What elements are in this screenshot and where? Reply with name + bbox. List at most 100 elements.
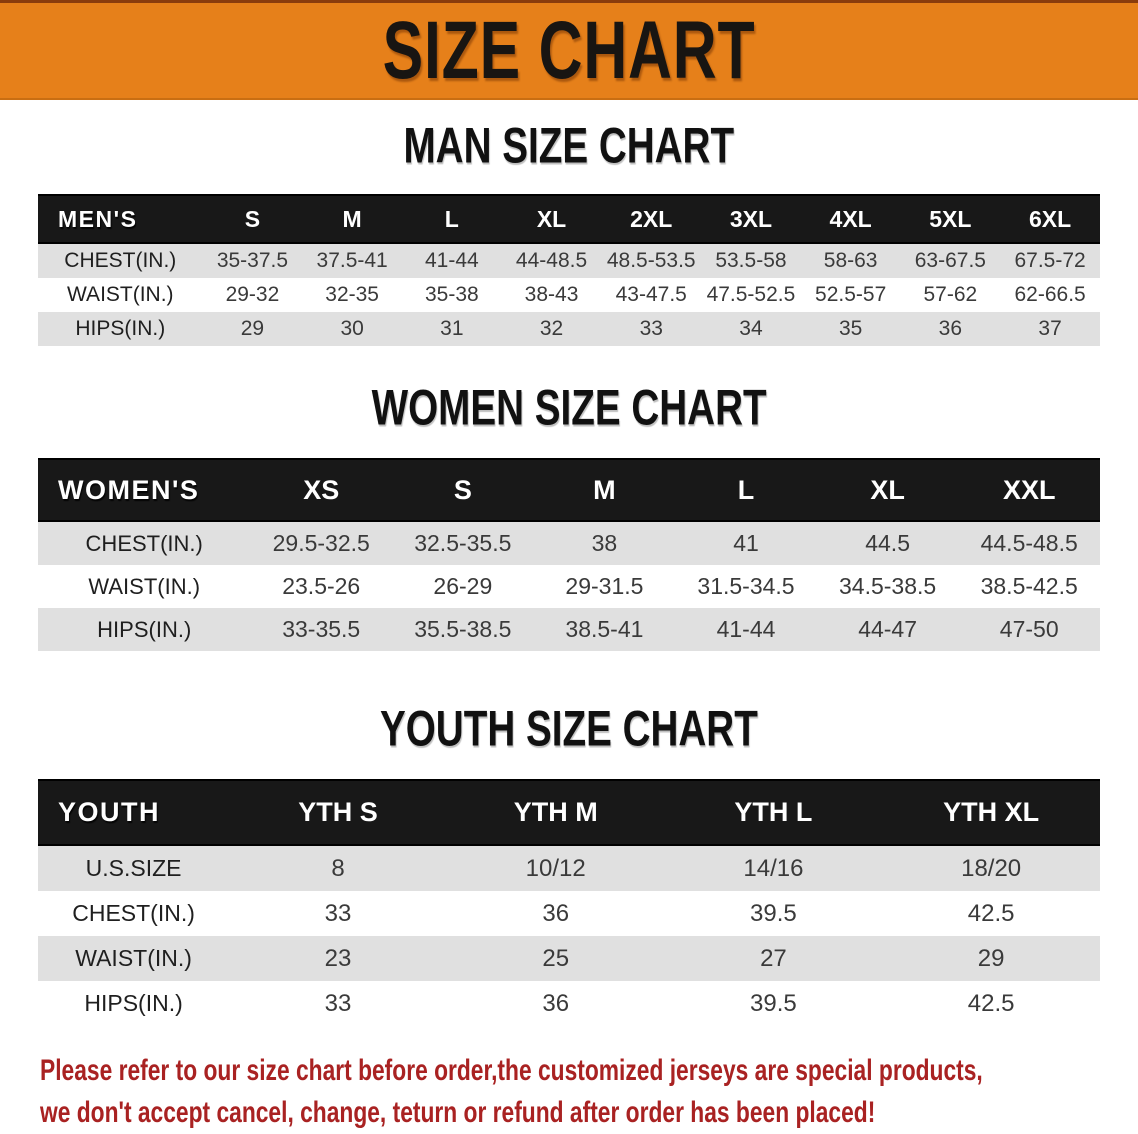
table-cell: 47-50 [958, 608, 1100, 651]
men-size-table: MEN'S S M L XL 2XL 3XL 4XL 5XL 6XL CHEST… [38, 194, 1100, 346]
table-cell: 23.5-26 [250, 565, 393, 608]
youth-ussize-row: U.S.SIZE 8 10/12 14/16 18/20 [38, 845, 1100, 891]
table-cell: 25 [446, 936, 665, 981]
table-cell: 35 [800, 312, 901, 346]
table-cell: 31.5-34.5 [675, 565, 817, 608]
table-cell: 35-37.5 [202, 243, 303, 278]
row-label: HIPS(IN.) [38, 608, 251, 651]
men-col-header: 5XL [900, 194, 1001, 244]
table-cell: 44.5 [816, 521, 959, 565]
men-waist-row: WAIST(IN.) 29-32 32-35 35-38 38-43 43-47… [38, 278, 1100, 312]
table-cell: 29-32 [202, 278, 303, 312]
table-cell: 36 [446, 981, 665, 1026]
youth-col-header: YTH M [446, 779, 665, 846]
youth-col-header: YTH XL [882, 779, 1100, 846]
men-chest-row: CHEST(IN.) 35-37.5 37.5-41 41-44 44-48.5… [38, 243, 1100, 278]
table-cell: 37.5-41 [302, 243, 402, 278]
table-cell: 44.5-48.5 [958, 521, 1100, 565]
table-cell: 38-43 [501, 278, 602, 312]
table-cell: 44-48.5 [501, 243, 602, 278]
table-cell: 38.5-41 [533, 608, 676, 651]
table-cell: 38.5-42.5 [958, 565, 1100, 608]
table-cell: 48.5-53.5 [601, 243, 702, 278]
table-cell: 37 [1000, 312, 1100, 346]
youth-header-row: YOUTH YTH S YTH M YTH L YTH XL [38, 779, 1100, 846]
table-cell: 44-47 [816, 608, 959, 651]
order-disclaimer: Please refer to our size chart before or… [40, 1050, 1138, 1134]
table-cell: 33 [229, 891, 447, 936]
row-label: WAIST(IN.) [38, 278, 203, 312]
table-cell: 57-62 [900, 278, 1001, 312]
women-col-header: XXL [958, 458, 1100, 522]
men-corner-label: MEN'S [38, 194, 203, 244]
table-cell: 33-35.5 [250, 608, 393, 651]
man-heading-text: MAN SIZE CHART [403, 116, 735, 174]
men-col-header: S [202, 194, 303, 244]
row-label: CHEST(IN.) [38, 521, 251, 565]
table-cell: 43-47.5 [601, 278, 702, 312]
table-cell: 10/12 [446, 845, 665, 891]
table-cell: 8 [229, 845, 447, 891]
men-header-row: MEN'S S M L XL 2XL 3XL 4XL 5XL 6XL [38, 194, 1100, 244]
women-col-header: M [533, 458, 676, 522]
table-cell: 18/20 [882, 845, 1100, 891]
row-label: WAIST(IN.) [38, 936, 230, 981]
men-col-header: 6XL [1000, 194, 1100, 244]
table-cell: 29-31.5 [533, 565, 676, 608]
banner-title: SIZE CHART [382, 4, 756, 96]
table-cell: 29.5-32.5 [250, 521, 393, 565]
table-cell: 31 [401, 312, 502, 346]
row-label: HIPS(IN.) [38, 312, 203, 346]
men-hips-row: HIPS(IN.) 29 30 31 32 33 34 35 36 37 [38, 312, 1100, 346]
women-chest-row: CHEST(IN.) 29.5-32.5 32.5-35.5 38 41 44.… [38, 521, 1100, 565]
table-cell: 27 [664, 936, 883, 981]
youth-size-table: YOUTH YTH S YTH M YTH L YTH XL U.S.SIZE … [38, 779, 1100, 1026]
table-cell: 29 [882, 936, 1100, 981]
size-chart-banner: SIZE CHART [0, 0, 1138, 100]
table-cell: 32-35 [302, 278, 402, 312]
women-header-row: WOMEN'S XS S M L XL XXL [38, 458, 1100, 522]
women-heading-text: WOMEN SIZE CHART [371, 378, 767, 436]
youth-chest-row: CHEST(IN.) 33 36 39.5 42.5 [38, 891, 1100, 936]
table-cell: 47.5-52.5 [701, 278, 801, 312]
table-cell: 36 [900, 312, 1001, 346]
women-col-header: XS [250, 458, 393, 522]
table-cell: 63-67.5 [900, 243, 1001, 278]
table-cell: 41 [675, 521, 817, 565]
youth-heading-text: YOUTH SIZE CHART [380, 699, 758, 757]
youth-col-header: YTH S [229, 779, 447, 846]
women-corner-label: WOMEN'S [38, 458, 251, 522]
men-col-header: 3XL [701, 194, 801, 244]
table-cell: 32.5-35.5 [392, 521, 534, 565]
youth-corner-label: YOUTH [38, 779, 230, 846]
row-label: CHEST(IN.) [38, 891, 230, 936]
row-label: CHEST(IN.) [38, 243, 203, 278]
women-col-header: XL [816, 458, 959, 522]
table-cell: 42.5 [882, 981, 1100, 1026]
row-label: U.S.SIZE [38, 845, 230, 891]
table-cell: 53.5-58 [701, 243, 801, 278]
table-cell: 14/16 [664, 845, 883, 891]
table-cell: 23 [229, 936, 447, 981]
men-col-header: 4XL [800, 194, 901, 244]
table-cell: 33 [601, 312, 702, 346]
table-cell: 30 [302, 312, 402, 346]
table-cell: 58-63 [800, 243, 901, 278]
women-col-header: L [675, 458, 817, 522]
table-cell: 34 [701, 312, 801, 346]
row-label: WAIST(IN.) [38, 565, 251, 608]
table-cell: 39.5 [664, 891, 883, 936]
men-col-header: XL [501, 194, 602, 244]
table-cell: 34.5-38.5 [816, 565, 959, 608]
table-cell: 32 [501, 312, 602, 346]
table-cell: 33 [229, 981, 447, 1026]
table-cell: 42.5 [882, 891, 1100, 936]
table-cell: 62-66.5 [1000, 278, 1100, 312]
table-cell: 29 [202, 312, 303, 346]
youth-col-header: YTH L [664, 779, 883, 846]
men-col-header: L [401, 194, 502, 244]
men-col-header: M [302, 194, 402, 244]
youth-hips-row: HIPS(IN.) 33 36 39.5 42.5 [38, 981, 1100, 1026]
row-label: HIPS(IN.) [38, 981, 230, 1026]
women-size-table: WOMEN'S XS S M L XL XXL CHEST(IN.) 29.5-… [38, 458, 1100, 651]
